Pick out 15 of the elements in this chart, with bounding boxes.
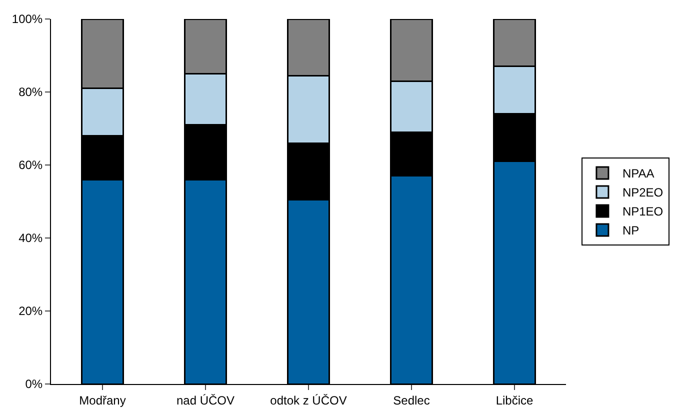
x-tick-label: odtok z ÚČOV	[270, 393, 347, 408]
x-tick-label: Sedlec	[393, 393, 430, 408]
legend-label: NP	[622, 224, 640, 238]
x-tick-label: Modřany	[79, 393, 126, 408]
y-tick-label: 20%	[18, 304, 43, 318]
y-tick-label: 40%	[18, 231, 43, 246]
x-tick-label: nad ÚČOV	[176, 393, 235, 408]
legend-label: NPAA	[622, 166, 654, 181]
legend-label: NP2EO	[622, 186, 664, 200]
y-tick-label: 0%	[25, 377, 43, 392]
y-tick-label: 80%	[18, 85, 43, 100]
y-tick-label: 100%	[12, 12, 43, 26]
x-tick-label: Libčice	[496, 393, 534, 408]
y-tick-label: 60%	[18, 158, 43, 172]
legend-label: NP1EO	[622, 204, 664, 219]
